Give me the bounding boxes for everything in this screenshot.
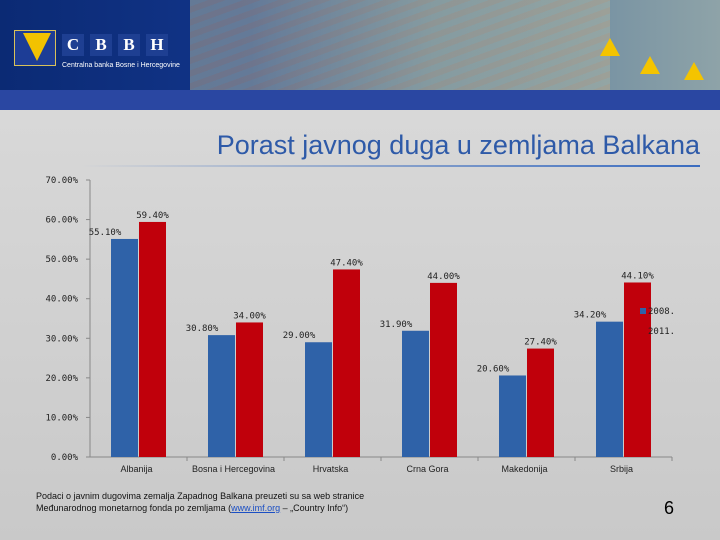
logo-letter: B	[118, 34, 140, 56]
star-icon	[600, 38, 620, 56]
category-label: Makedonija	[501, 464, 547, 474]
bar-2008-3	[402, 330, 429, 457]
source-prefix: Međunarodnog monetarnog fonda po zemljam…	[36, 503, 232, 513]
source-suffix: – „Country Info“)	[280, 503, 349, 513]
legend-swatch	[640, 328, 646, 334]
logo-subtitle: Centralna banka Bosne i Hercegovine	[62, 62, 180, 69]
data-label: 55.10%	[89, 228, 122, 238]
data-label: 31.90%	[380, 320, 413, 330]
source-line-2: Međunarodnog monetarnog fonda po zemljam…	[36, 502, 456, 514]
source-line-1: Podaci o javnim dugovima zemalja Zapadno…	[36, 491, 365, 501]
data-label: 29.00%	[283, 331, 316, 341]
y-tick-label: 70.00%	[45, 176, 78, 186]
data-label: 20.60%	[477, 364, 510, 374]
bar-2008-1	[208, 335, 235, 457]
star-icon	[640, 56, 660, 74]
bar-2008-5	[596, 321, 623, 457]
bar-2008-2	[305, 342, 332, 457]
y-tick-label: 40.00%	[45, 295, 78, 305]
legend-swatch	[640, 308, 646, 314]
logo-letter: B	[90, 34, 112, 56]
star-icon	[684, 62, 704, 80]
data-label: 44.10%	[621, 271, 654, 281]
data-label: 27.40%	[524, 338, 557, 348]
logo-letter: H	[146, 34, 168, 56]
source-note: Podaci o javnim dugovima zemalja Zapadno…	[36, 490, 456, 514]
cbbh-logo: C B B H	[62, 34, 168, 56]
y-tick-label: 10.00%	[45, 413, 78, 423]
bar-2011-3	[430, 282, 457, 457]
slide-title: Porast javnog duga u zemljama Balkana	[216, 130, 700, 160]
category-label: Srbija	[610, 464, 633, 474]
bar-2008-4	[499, 375, 526, 457]
y-tick-label: 0.00%	[51, 453, 79, 463]
y-tick-label: 60.00%	[45, 216, 78, 226]
bar-2008-0	[111, 238, 138, 457]
category-label: Albanija	[120, 464, 152, 474]
legend-entry: 2011.	[648, 327, 675, 337]
data-label: 34.00%	[233, 311, 266, 321]
page-number: 6	[664, 498, 675, 518]
logo-letter: C	[62, 34, 84, 56]
header-banner: C B B H Centralna banka Bosne i Hercegov…	[0, 0, 720, 90]
bar-chart: 0.00% 10.00% 20.00% 30.00% 40.00% 50.00% 60.00…	[45, 176, 675, 474]
imf-link[interactable]: www.imf.org	[231, 503, 281, 513]
bar-2011-4	[527, 348, 554, 457]
category-label: Crna Gora	[406, 464, 448, 474]
legend-entry: 2008.	[648, 307, 675, 317]
y-tick-label: 20.00%	[45, 374, 78, 384]
category-label: Hrvatska	[313, 464, 349, 474]
y-tick-label: 30.00%	[45, 334, 78, 344]
data-label: 59.40%	[136, 211, 169, 221]
header-band	[0, 90, 720, 110]
data-label: 30.80%	[186, 324, 219, 334]
data-label: 44.00%	[427, 272, 460, 282]
bar-2011-2	[333, 269, 360, 457]
bar-2011-1	[236, 322, 263, 457]
bar-2011-0	[139, 221, 166, 457]
data-label: 34.20%	[574, 311, 607, 321]
bih-flag-icon	[14, 30, 56, 66]
title-divider	[80, 165, 700, 167]
category-label: Bosna i Hercegovina	[192, 464, 275, 474]
banknote-image	[190, 0, 610, 90]
y-tick-label: 50.00%	[45, 255, 78, 265]
bar-2011-5	[624, 282, 651, 457]
data-label: 47.40%	[330, 258, 363, 268]
